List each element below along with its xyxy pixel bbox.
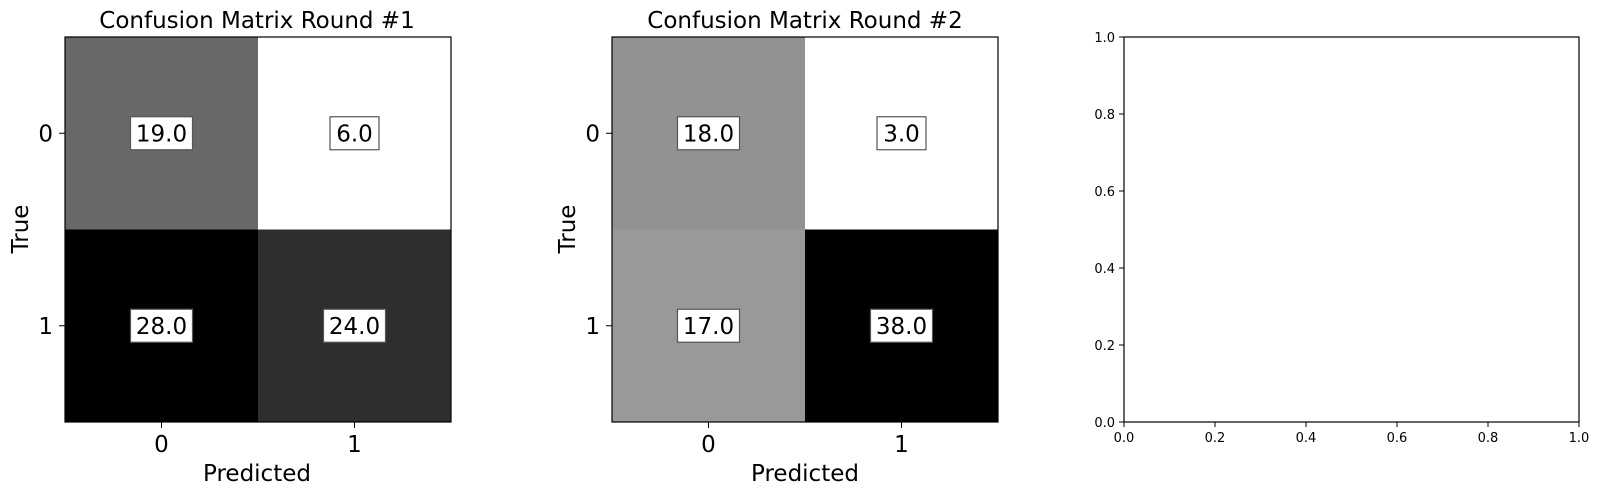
cell-label-box <box>322 308 387 343</box>
y-axis-label: True <box>8 205 34 255</box>
cell-value-label: 17.0 <box>683 314 734 340</box>
plot-frame <box>64 36 452 423</box>
cell-value-label: 19.0 <box>136 121 187 147</box>
chart-title: Confusion Matrix Round #2 <box>647 8 962 34</box>
y-tick-label: 0.4 <box>1094 262 1115 277</box>
y-tick-label: 1 <box>585 314 600 340</box>
cell-value-label: 28.0 <box>136 314 187 340</box>
x-tick-label: 0.8 <box>1478 431 1499 446</box>
cell-label-box <box>129 308 194 343</box>
plot-frame <box>1123 36 1580 423</box>
x-tick-label: 1.0 <box>1569 431 1590 446</box>
cell-label-box <box>676 116 741 151</box>
x-tick-label: 1 <box>894 432 909 458</box>
x-tick-label: 1 <box>347 432 362 458</box>
y-tick-label: 0.0 <box>1094 416 1115 431</box>
y-tick-label: 1 <box>38 314 53 340</box>
y-axis-label: True <box>555 205 581 255</box>
cell-label-box <box>876 116 927 151</box>
y-tick-label: 1.0 <box>1094 31 1115 46</box>
empty-axes: 0.0 0.2 0.4 0.6 0.8 1.0 0.0 0.2 0.4 0.6 0.8 1.0 <box>1094 31 1589 446</box>
y-tick-label: 0 <box>585 121 600 147</box>
x-axis-label: Predicted <box>751 461 859 487</box>
confusion-matrix-round-2: Confusion Matrix Round #2 18.0 3.0 17.0 38.… <box>555 8 999 487</box>
x-tick-label: 0 <box>154 432 169 458</box>
cell-value-label: 6.0 <box>336 121 373 147</box>
x-axis-label: Predicted <box>203 461 311 487</box>
x-tick-label: 0.6 <box>1387 431 1408 446</box>
x-tick-label: 0.2 <box>1205 431 1226 446</box>
cell-label-box <box>869 308 934 343</box>
cell-value-label: 24.0 <box>329 314 380 340</box>
chart-title: Confusion Matrix Round #1 <box>99 8 414 34</box>
y-tick-label: 0.2 <box>1094 339 1115 354</box>
y-tick-label: 0 <box>38 121 53 147</box>
y-tick-label: 0.8 <box>1094 108 1115 123</box>
cell-value-label: 3.0 <box>883 121 920 147</box>
x-tick-label: 0.4 <box>1296 431 1317 446</box>
y-tick-label: 0.6 <box>1094 185 1115 200</box>
x-tick-label: 0.0 <box>1114 431 1135 446</box>
cell-label-box <box>329 116 380 151</box>
x-tick-label: 0 <box>701 432 716 458</box>
cell-value-label: 18.0 <box>683 121 734 147</box>
cell-value-label: 38.0 <box>876 314 927 340</box>
plot-frame <box>611 36 999 423</box>
cell-label-box <box>129 116 194 151</box>
cell-label-box <box>676 308 741 343</box>
confusion-matrix-round-1: Confusion Matrix Round #1 19.0 6.0 28.0 24.… <box>8 8 452 487</box>
